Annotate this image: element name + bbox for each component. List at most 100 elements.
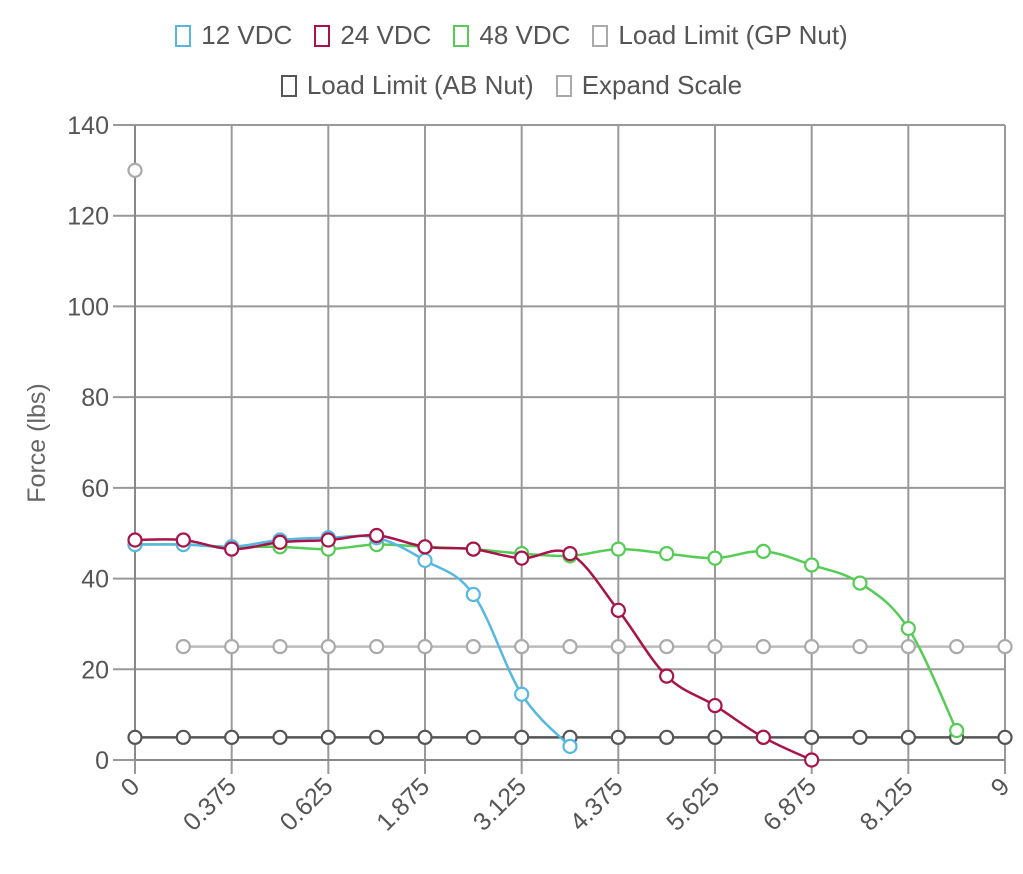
series-load-limit-ab-nut xyxy=(127,729,1013,745)
data-point[interactable] xyxy=(562,738,578,754)
data-point[interactable] xyxy=(272,534,288,550)
data-point[interactable] xyxy=(417,729,433,745)
data-point[interactable] xyxy=(900,729,916,745)
data-point[interactable] xyxy=(707,639,723,655)
legend-label: 12 VDC xyxy=(201,20,293,50)
legend-item-load-limit-ab-nut[interactable]: Load Limit (AB Nut) xyxy=(280,70,534,101)
legend-swatch xyxy=(314,24,331,47)
data-point[interactable] xyxy=(175,729,191,745)
data-point[interactable] xyxy=(562,546,578,562)
legend-swatch xyxy=(592,24,609,47)
data-point[interactable] xyxy=(852,639,868,655)
data-point[interactable] xyxy=(417,539,433,555)
legend-item-12-vdc[interactable]: 12 VDC xyxy=(175,20,292,51)
series-layer xyxy=(127,162,1013,768)
data-point[interactable] xyxy=(127,729,143,745)
legend-item-48-vdc[interactable]: 48 VDC xyxy=(453,20,570,51)
x-tick-label: 4.375 xyxy=(565,772,629,836)
data-point[interactable] xyxy=(997,639,1013,655)
data-point[interactable] xyxy=(175,639,191,655)
data-point[interactable] xyxy=(320,729,336,745)
x-tick-label: 0.375 xyxy=(178,772,242,836)
data-point[interactable] xyxy=(127,532,143,548)
data-point[interactable] xyxy=(224,541,240,557)
x-tick-label: 1.875 xyxy=(371,772,435,836)
data-point[interactable] xyxy=(804,729,820,745)
axes: 0 20 40 60 80 100 120 140 0 0.375 0.625 1.875 3.125 4… xyxy=(67,112,1015,836)
y-tick-label: 140 xyxy=(67,112,109,140)
series-48-vdc xyxy=(127,536,965,739)
data-point[interactable] xyxy=(997,729,1013,745)
data-point[interactable] xyxy=(949,639,965,655)
x-tick-label: 0.625 xyxy=(275,772,339,836)
data-point[interactable] xyxy=(562,639,578,655)
y-axis-title: Force (lbs) xyxy=(23,383,51,502)
data-point[interactable] xyxy=(804,639,820,655)
x-tick-label: 9 xyxy=(986,772,1016,802)
data-point[interactable] xyxy=(465,639,481,655)
data-point[interactable] xyxy=(755,639,771,655)
x-tick-label: 3.125 xyxy=(468,772,532,836)
legend-label: 48 VDC xyxy=(479,20,571,50)
series-line xyxy=(134,534,571,748)
data-point[interactable] xyxy=(900,620,916,637)
data-point[interactable] xyxy=(610,602,626,618)
data-point[interactable] xyxy=(707,697,723,714)
data-point[interactable] xyxy=(900,639,916,655)
legend-label: Load Limit (AB Nut) xyxy=(306,70,534,100)
data-point[interactable] xyxy=(224,639,240,655)
y-tick-label: 120 xyxy=(67,203,109,231)
data-point[interactable] xyxy=(852,575,868,591)
legend-label: Expand Scale xyxy=(581,70,743,100)
data-point[interactable] xyxy=(224,729,240,745)
data-point[interactable] xyxy=(465,541,481,557)
data-point[interactable] xyxy=(175,532,191,548)
data-point[interactable] xyxy=(417,552,433,569)
legend-label: Load Limit (GP Nut) xyxy=(618,20,848,50)
data-point[interactable] xyxy=(272,639,288,655)
data-point[interactable] xyxy=(804,752,820,768)
data-point[interactable] xyxy=(320,639,336,655)
data-point[interactable] xyxy=(659,668,675,684)
data-point[interactable] xyxy=(804,557,820,573)
legend-item-expand-scale[interactable]: Expand Scale xyxy=(555,70,743,101)
data-point[interactable] xyxy=(852,729,868,745)
data-point[interactable] xyxy=(659,729,675,745)
data-point[interactable] xyxy=(272,729,288,745)
data-point[interactable] xyxy=(320,532,336,548)
data-point[interactable] xyxy=(127,162,143,178)
data-point[interactable] xyxy=(755,543,771,559)
y-tick-label: 0 xyxy=(95,747,109,775)
data-point[interactable] xyxy=(465,729,481,745)
legend-swatch xyxy=(280,74,297,97)
data-point[interactable] xyxy=(610,639,626,655)
data-point[interactable] xyxy=(755,729,771,745)
series-load-limit-gp-nut xyxy=(127,162,1013,655)
data-point[interactable] xyxy=(707,550,723,566)
data-point[interactable] xyxy=(707,729,723,745)
data-point[interactable] xyxy=(417,639,433,655)
series-24-vdc xyxy=(127,527,820,768)
data-point[interactable] xyxy=(610,541,626,557)
data-point[interactable] xyxy=(369,639,385,655)
x-tick-label: 0 xyxy=(116,772,146,802)
data-point[interactable] xyxy=(514,686,530,702)
data-point[interactable] xyxy=(514,729,530,745)
series-12-vdc xyxy=(127,530,578,754)
data-point[interactable] xyxy=(659,639,675,655)
legend-item-load-limit-gp-nut[interactable]: Load Limit (GP Nut) xyxy=(592,20,848,51)
data-point[interactable] xyxy=(369,527,385,544)
data-point[interactable] xyxy=(465,586,481,603)
legend-label: 24 VDC xyxy=(340,20,432,50)
data-point[interactable] xyxy=(369,729,385,745)
data-point[interactable] xyxy=(659,546,675,562)
x-tick-label: 6.875 xyxy=(758,772,822,836)
data-point[interactable] xyxy=(949,722,965,739)
y-tick-label: 20 xyxy=(81,656,109,684)
legend-item-24-vdc[interactable]: 24 VDC xyxy=(314,20,431,51)
y-tick-label: 40 xyxy=(81,566,109,594)
legend-swatch xyxy=(555,74,572,97)
data-point[interactable] xyxy=(514,550,530,566)
data-point[interactable] xyxy=(514,639,530,655)
data-point[interactable] xyxy=(610,729,626,745)
